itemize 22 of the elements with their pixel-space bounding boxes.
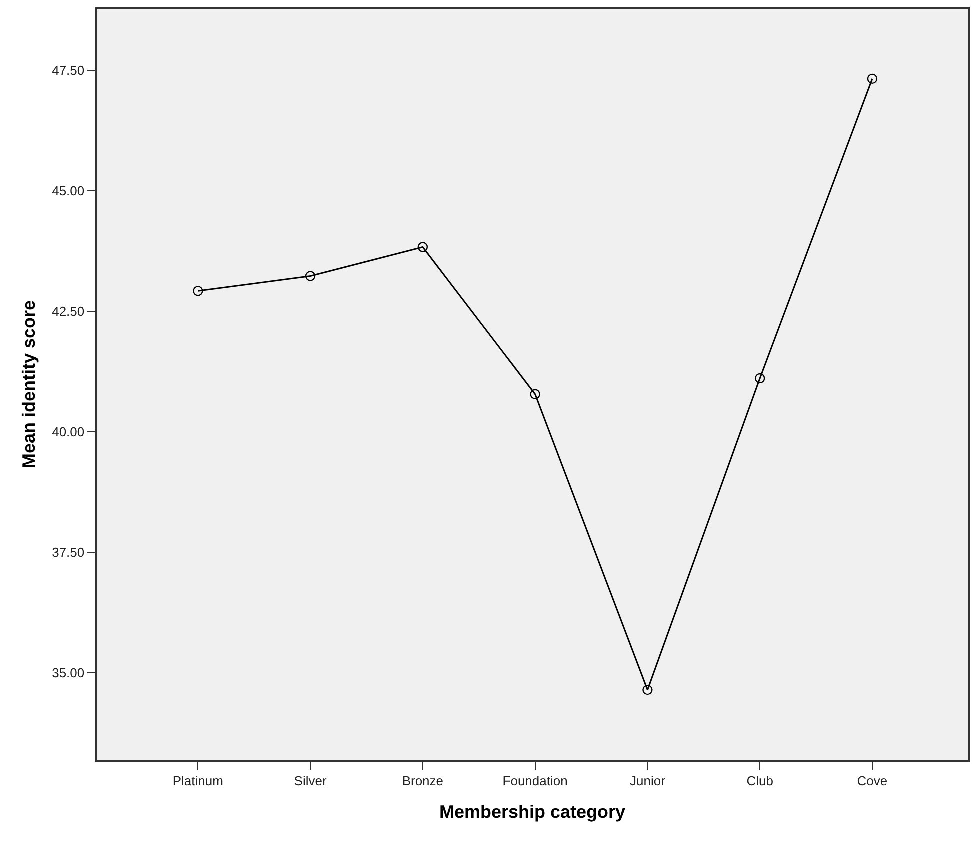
point — [530, 389, 540, 400]
x-tick-label: Foundation — [502, 773, 568, 788]
y-tick-label: 42.50 — [52, 304, 85, 319]
y-axis-title: Mean identity score — [18, 300, 39, 469]
x-tick-label: Bronze — [402, 773, 444, 788]
y-tick-label: 37.50 — [52, 545, 85, 560]
x-axis-title: Membership category — [439, 802, 626, 822]
point — [305, 271, 316, 282]
point — [193, 286, 204, 296]
point — [754, 373, 766, 384]
point — [867, 74, 878, 84]
y-tick-label: 47.50 — [52, 62, 85, 78]
y-tick-label: 40.00 — [52, 424, 85, 440]
y-tick-label: 35.00 — [52, 666, 85, 681]
x-tick-label: Junior — [630, 773, 666, 788]
x-tick-label: Club — [746, 773, 774, 788]
x-tick-label: Cove — [857, 773, 888, 788]
x-tick-label: Silver — [294, 773, 328, 788]
point — [418, 242, 428, 252]
x-tick-label: Platinum — [172, 773, 224, 788]
y-tick-label: 45.00 — [52, 183, 85, 198]
point — [642, 684, 653, 696]
